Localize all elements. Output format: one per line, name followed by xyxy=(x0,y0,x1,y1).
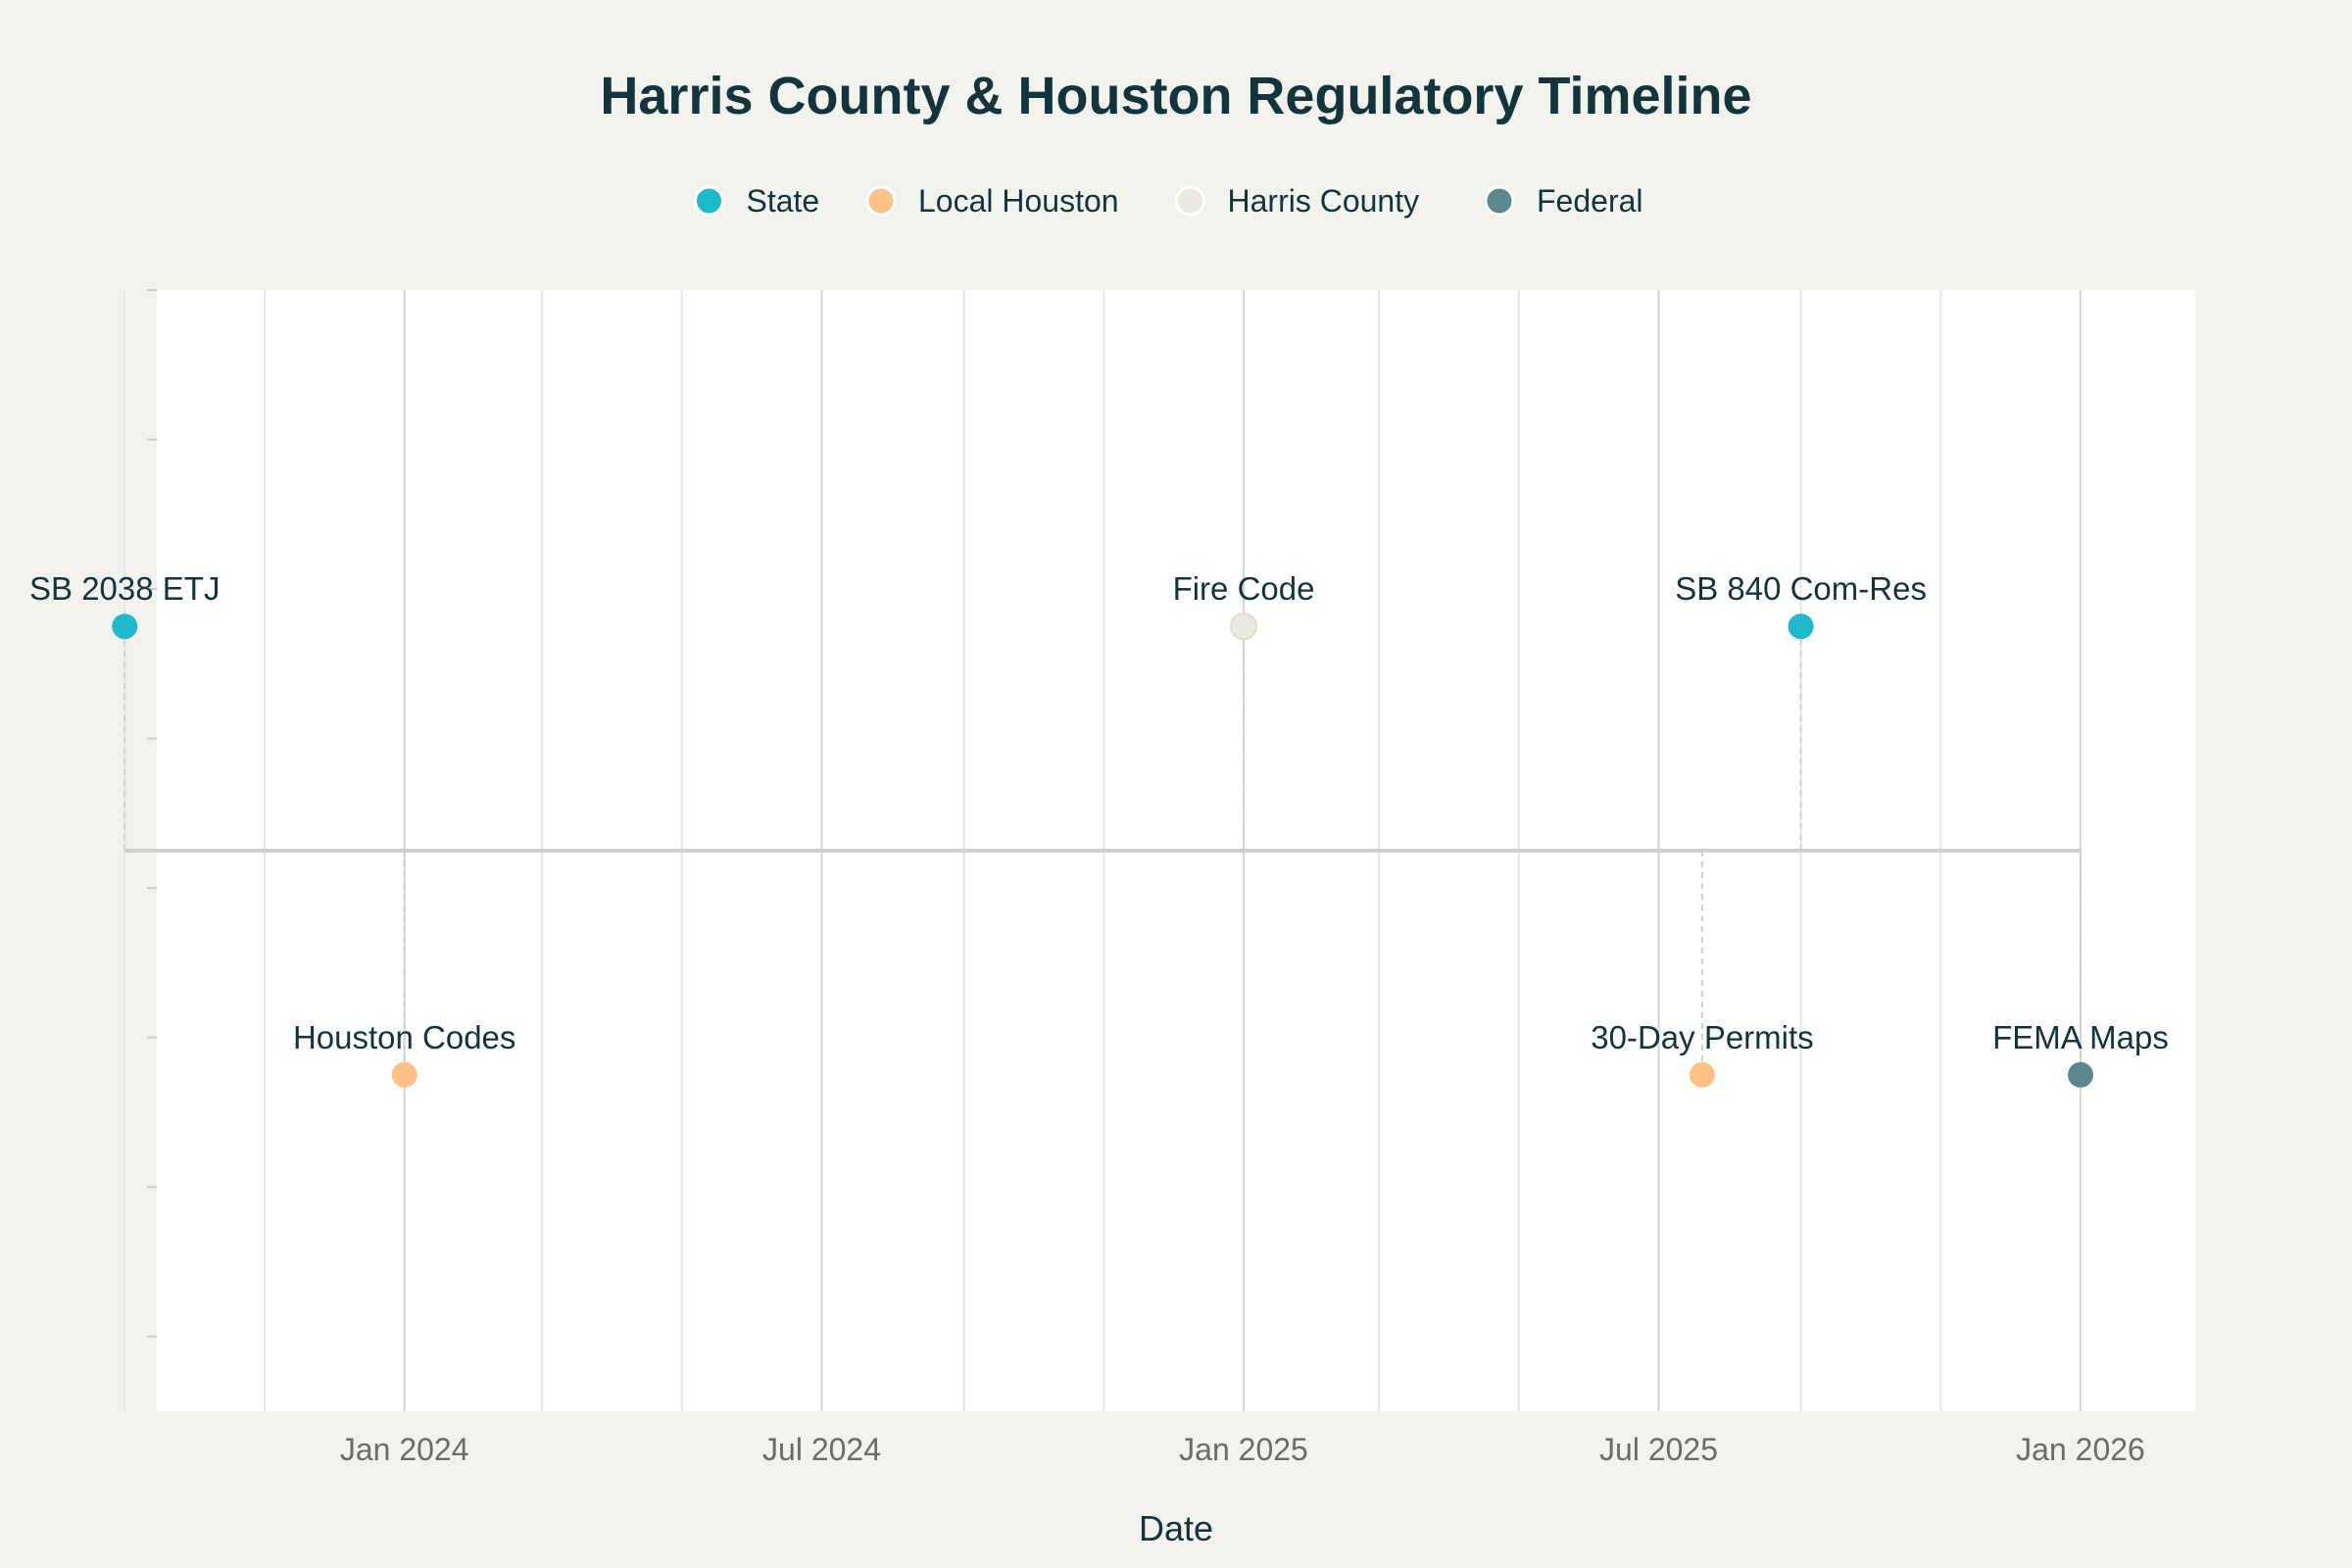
legend-label: Harris County xyxy=(1228,183,1420,219)
event-label: SB 840 Com-Res xyxy=(1675,570,1927,607)
event-point xyxy=(2068,1061,2094,1088)
legend-swatch xyxy=(865,185,897,217)
event-point xyxy=(391,1061,417,1088)
event-label: SB 2038 ETJ xyxy=(29,570,220,607)
legend-label: Local Houston xyxy=(918,183,1119,219)
x-tick-label: Jan 2026 xyxy=(2016,1432,2145,1467)
legend-label: Federal xyxy=(1537,183,1643,219)
legend-label: State xyxy=(747,183,820,219)
x-tick-label: Jan 2025 xyxy=(1179,1432,1308,1467)
event-point xyxy=(1788,613,1814,640)
event-label: Houston Codes xyxy=(293,1019,515,1055)
event-point xyxy=(1689,1061,1715,1088)
chart-title: Harris County & Houston Regulatory Timel… xyxy=(600,67,1751,125)
x-tick-label: Jul 2024 xyxy=(762,1432,881,1467)
x-tick-label: Jan 2024 xyxy=(340,1432,469,1467)
event-label: 30-Day Permits xyxy=(1591,1019,1813,1055)
x-tick-label: Jul 2025 xyxy=(1599,1432,1718,1467)
legend: State Local Houston Harris County Federal xyxy=(694,183,1643,219)
x-axis-title: Date xyxy=(1139,1508,1213,1548)
legend-item: Federal xyxy=(1484,183,1643,219)
event-point xyxy=(1230,612,1258,641)
event-point xyxy=(112,613,138,640)
axis-layer: Jan 2024 Jul 2024 Jan 2025 Jul 2025 Jan 2026 xyxy=(147,289,2145,1467)
event-label: Fire Code xyxy=(1173,570,1315,607)
legend-item: Local Houston xyxy=(865,183,1119,219)
legend-swatch xyxy=(1175,185,1205,217)
legend-swatch xyxy=(694,185,724,217)
legend-item: Harris County xyxy=(1175,183,1420,219)
event-label: FEMA Maps xyxy=(1992,1019,2169,1055)
legend-swatch xyxy=(1484,185,1515,217)
legend-item: State xyxy=(694,183,820,219)
mark-layer: SB 2038 ETJ Houston Codes Fire Code 30-Day … xyxy=(29,570,2169,1088)
